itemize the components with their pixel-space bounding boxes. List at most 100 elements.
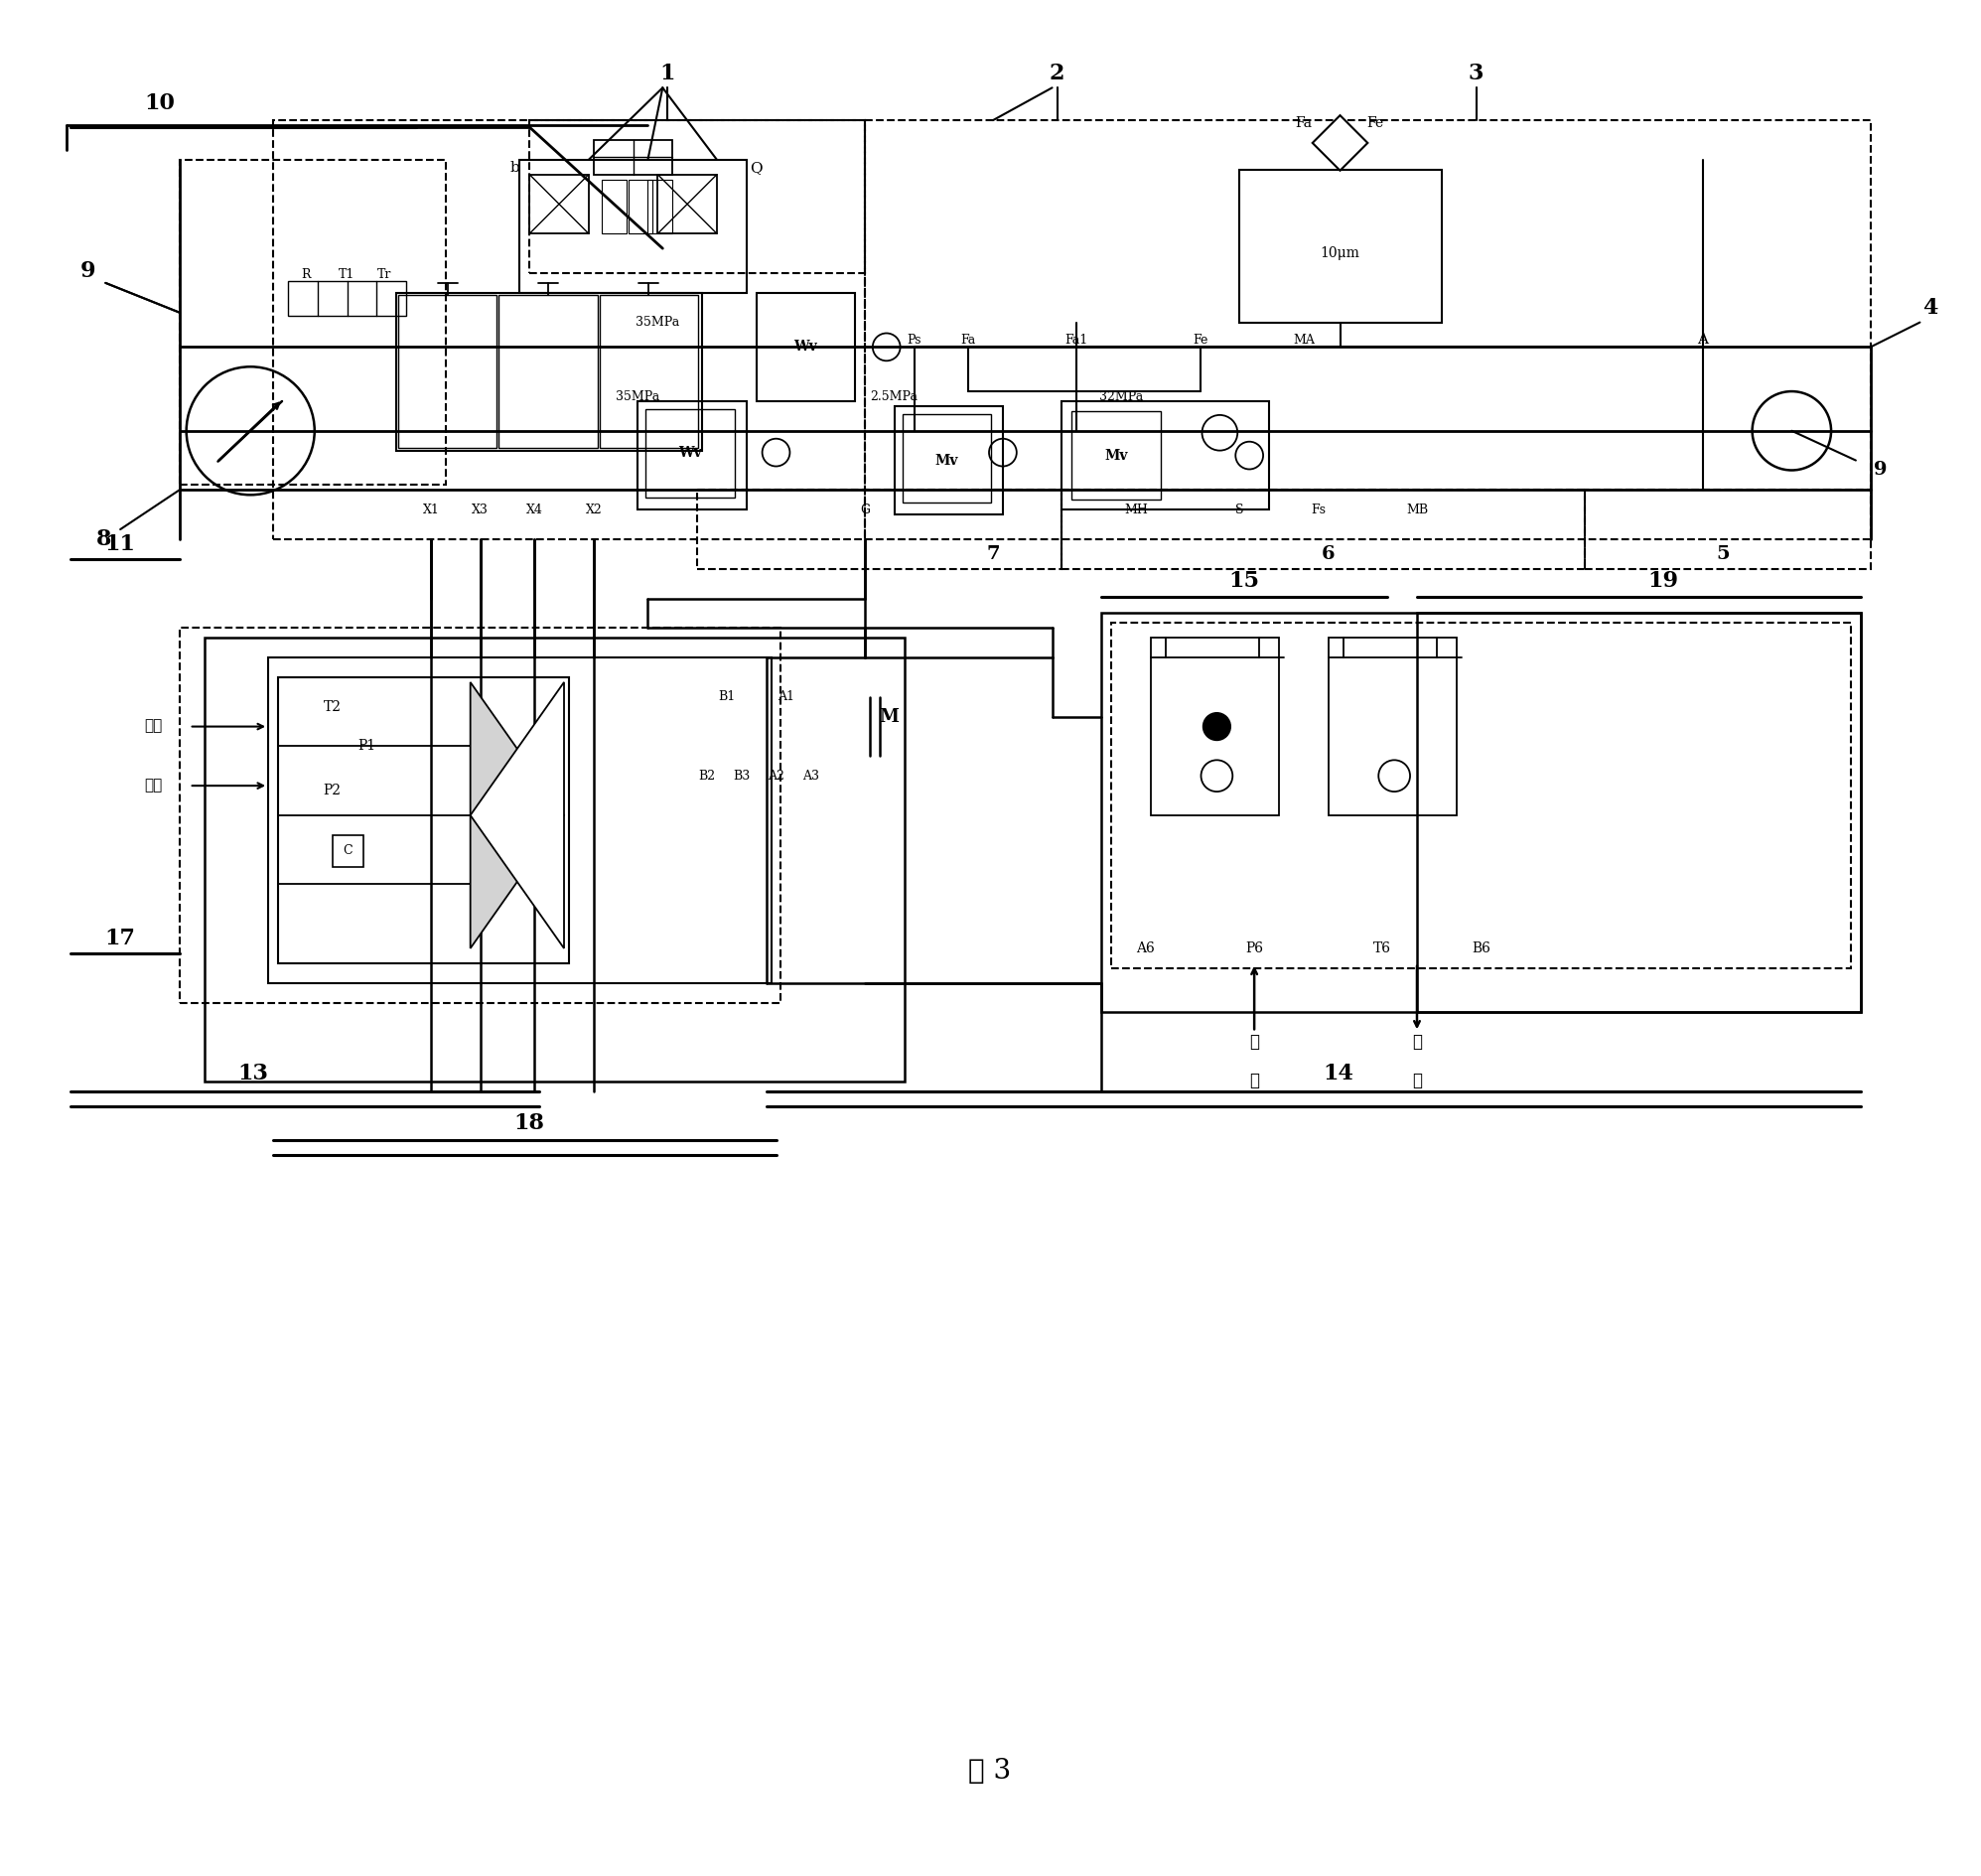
Text: 10μm: 10μm [1319, 246, 1359, 261]
Text: 13: 13 [238, 1062, 269, 1084]
Text: 进油: 进油 [145, 779, 162, 794]
Text: T2: T2 [323, 700, 341, 713]
Text: X4: X4 [527, 503, 543, 516]
Text: Tr: Tr [378, 268, 392, 281]
Text: 35MPa: 35MPa [616, 390, 660, 403]
Bar [333, 835, 365, 867]
Text: Fs: Fs [1311, 503, 1325, 516]
Bar [1072, 411, 1161, 499]
Text: 19: 19 [1648, 570, 1678, 591]
Bar [594, 141, 672, 174]
Bar [1062, 401, 1270, 510]
Text: 2: 2 [1050, 64, 1064, 84]
Text: 17: 17 [105, 927, 135, 949]
Text: Fe: Fe [1193, 334, 1208, 347]
Text: A1: A1 [777, 690, 794, 704]
Text: P2: P2 [323, 784, 341, 797]
Text: T1: T1 [339, 268, 355, 281]
Text: Fe: Fe [1367, 116, 1385, 129]
Bar [1101, 613, 1860, 1013]
Polygon shape [469, 683, 565, 949]
Bar [277, 677, 569, 962]
Text: T6: T6 [1373, 942, 1391, 955]
Text: Fa1: Fa1 [1066, 334, 1088, 347]
Text: Ps: Ps [907, 334, 921, 347]
Text: 9: 9 [79, 261, 95, 281]
Text: MB: MB [1407, 503, 1428, 516]
Text: 10: 10 [145, 92, 174, 114]
Bar [519, 159, 747, 293]
Ellipse shape [1202, 713, 1230, 741]
Bar [273, 120, 866, 538]
Text: X1: X1 [422, 503, 440, 516]
Text: 7: 7 [987, 546, 1000, 563]
Text: 阻油: 阻油 [145, 720, 162, 734]
Text: 35MPa: 35MPa [636, 315, 679, 328]
Bar [396, 293, 701, 450]
Bar [529, 120, 866, 274]
Text: MA: MA [1294, 334, 1315, 347]
Bar [638, 401, 747, 510]
Text: 9: 9 [1874, 461, 1888, 478]
Text: 油: 油 [1412, 1073, 1422, 1090]
Bar [180, 628, 781, 1002]
Text: A2: A2 [769, 769, 784, 782]
Text: 14: 14 [1323, 1062, 1353, 1084]
Text: 15: 15 [1228, 570, 1260, 591]
Bar [398, 295, 497, 448]
Text: 回: 回 [1412, 1034, 1422, 1051]
Bar [1585, 490, 1870, 568]
Text: R: R [301, 268, 311, 281]
Text: X2: X2 [584, 503, 602, 516]
Bar [1240, 169, 1442, 323]
Bar [1416, 613, 1860, 1013]
Text: 1: 1 [660, 64, 676, 84]
Text: 图 3: 图 3 [969, 1758, 1012, 1784]
Bar [648, 180, 672, 234]
Bar [1062, 490, 1585, 568]
Text: 4: 4 [1922, 296, 1937, 319]
Text: M: M [880, 707, 899, 726]
Text: C: C [343, 844, 353, 857]
Bar [602, 180, 626, 234]
Text: 32MPa: 32MPa [1099, 390, 1143, 403]
Text: A3: A3 [802, 769, 818, 782]
Bar [1327, 638, 1456, 816]
Bar [893, 405, 1002, 514]
Text: B6: B6 [1472, 942, 1490, 955]
Text: P6: P6 [1246, 942, 1264, 955]
Text: Mv: Mv [1105, 448, 1127, 461]
Text: Mv: Mv [935, 454, 959, 467]
Text: P1: P1 [359, 739, 376, 752]
Text: G: G [860, 503, 870, 516]
Text: MH: MH [1123, 503, 1147, 516]
Bar [499, 295, 598, 448]
Text: Q: Q [751, 161, 763, 174]
Bar [628, 180, 654, 234]
Text: Fa: Fa [961, 334, 977, 347]
Text: 8: 8 [95, 529, 111, 550]
Text: Wv: Wv [678, 445, 701, 460]
Bar [697, 490, 1062, 568]
Bar [901, 415, 990, 503]
Text: 2.5MPa: 2.5MPa [870, 390, 917, 403]
Bar [180, 159, 446, 486]
Bar [267, 657, 771, 983]
Text: 6: 6 [1321, 546, 1335, 563]
Bar [600, 295, 697, 448]
Bar [529, 174, 588, 234]
Bar [757, 293, 856, 401]
Text: 18: 18 [515, 1112, 545, 1133]
Text: Fa: Fa [1296, 116, 1311, 129]
Text: B2: B2 [699, 769, 715, 782]
Bar [1111, 623, 1850, 968]
Bar [1151, 638, 1280, 816]
Text: b: b [509, 161, 519, 174]
Text: S: S [1236, 503, 1244, 516]
Polygon shape [469, 683, 565, 949]
Bar [866, 120, 1870, 538]
Text: A: A [1698, 334, 1708, 347]
Bar [287, 281, 406, 315]
Text: X3: X3 [471, 503, 489, 516]
Polygon shape [1313, 114, 1367, 171]
